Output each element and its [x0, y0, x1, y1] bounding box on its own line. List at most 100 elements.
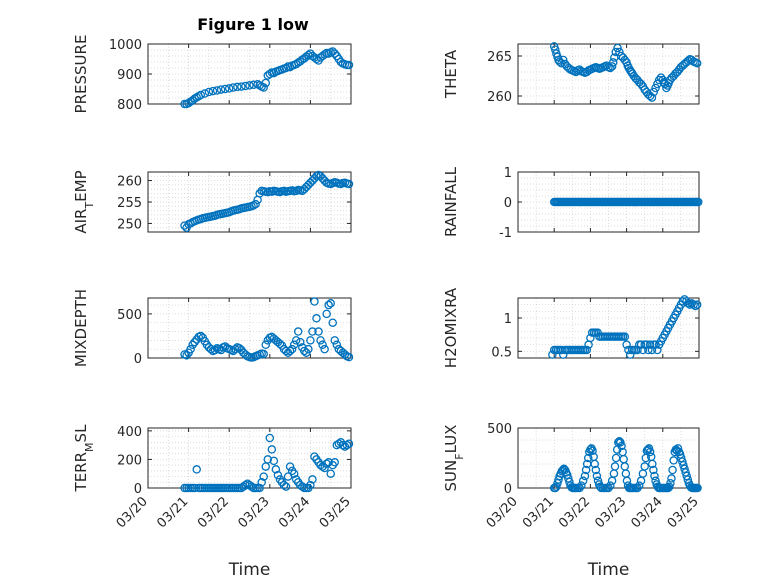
data-point — [261, 78, 270, 88]
data-point — [694, 197, 703, 207]
data-point — [342, 440, 352, 450]
data-point — [551, 483, 560, 493]
data-point — [316, 336, 325, 345]
data-point — [645, 447, 655, 457]
y-axis-label: MIXDEPTH — [72, 289, 90, 367]
data-point — [648, 459, 657, 469]
subplot-4: -1 0 1 RAINFALL — [442, 166, 703, 241]
data-point — [691, 301, 700, 311]
data-point — [190, 337, 199, 347]
data-point — [615, 436, 624, 446]
y-label-part: SL — [72, 424, 90, 443]
data-point — [610, 462, 620, 471]
y-label-subscript: F — [453, 453, 466, 459]
data-point — [692, 300, 702, 309]
data-point — [620, 332, 630, 341]
x-tick-label: 03/24 — [629, 494, 666, 531]
x-tick-label: 03/25 — [317, 494, 354, 531]
data-point — [616, 438, 625, 447]
y-label-part: EMP — [72, 170, 90, 201]
y-axis-label: SUNFLUX — [442, 425, 466, 492]
y-tick-label: 400 — [117, 425, 142, 440]
y-tick-label: 0 — [134, 482, 142, 497]
data-point — [344, 60, 354, 70]
data-point — [644, 345, 653, 355]
data-point — [304, 344, 313, 354]
x-tick-label: 03/23 — [236, 494, 273, 531]
data-point — [220, 84, 230, 94]
x-tick-label: 03/21 — [520, 494, 557, 531]
y-tick-label: 265 — [487, 50, 512, 65]
data-point — [190, 483, 199, 493]
data-point — [693, 483, 702, 493]
data-point — [206, 344, 216, 354]
data-point — [306, 336, 315, 345]
subplot-1: 800 900 1000 PRESSURE — [72, 35, 354, 114]
data-point — [298, 482, 307, 491]
y-label-part: TERR — [72, 452, 90, 493]
data-point — [255, 483, 264, 493]
data-point — [314, 327, 323, 336]
data-point — [591, 465, 601, 475]
data-point — [678, 297, 687, 306]
x-axis-label: Time — [587, 560, 630, 580]
y-axis-label: TERRMSL — [72, 424, 96, 493]
data-point — [650, 471, 659, 481]
data-point — [328, 318, 337, 327]
subplot-6: 0.5 1 H2OMIXRA — [442, 287, 702, 368]
data-point — [188, 340, 197, 350]
data-point — [636, 340, 646, 349]
data-point — [608, 58, 618, 67]
data-point — [312, 314, 321, 323]
figure-title: Figure 1 low — [197, 15, 309, 34]
data-point — [649, 465, 658, 475]
data-point — [263, 455, 273, 464]
data-point — [692, 58, 702, 68]
data-point — [647, 93, 657, 102]
x-tick-label: 03/20 — [484, 494, 521, 531]
data-point — [295, 337, 305, 347]
y-axis-label: PRESSURE — [72, 35, 90, 114]
data-point — [622, 340, 631, 349]
data-point — [580, 471, 590, 481]
y-tick-label: 1 — [504, 166, 512, 181]
data-point — [255, 189, 264, 198]
x-tick-label: 03/23 — [592, 494, 629, 531]
data-point — [604, 483, 613, 493]
data-point — [332, 340, 342, 350]
data-point — [308, 475, 317, 484]
y-tick-label: 0 — [504, 196, 512, 211]
data-point — [592, 471, 602, 481]
x-tick-label: 03/25 — [665, 494, 702, 531]
subplot-7: 0 200 400 03/20 03/21 03/22 03/23 03/24 03/25 Tim… — [72, 424, 354, 580]
data-point — [306, 480, 315, 490]
data-point — [581, 465, 591, 475]
subplot-3: 250 255 260 AIRTEMP — [72, 170, 354, 234]
x-tick-label: 03/24 — [276, 494, 313, 531]
y-tick-label: 500 — [117, 308, 142, 323]
data-point — [617, 441, 626, 451]
data-point — [229, 83, 238, 92]
x-tick-label: 03/22 — [195, 494, 232, 531]
data-point — [324, 300, 333, 310]
data-point — [344, 352, 354, 362]
y-tick-label: 200 — [117, 453, 142, 468]
y-axis-label: RAINFALL — [442, 166, 460, 237]
data-point — [330, 336, 340, 345]
data-point — [607, 62, 617, 71]
data-point — [273, 470, 283, 480]
axes-box — [517, 43, 700, 105]
data-point — [192, 465, 201, 474]
data-point — [613, 43, 622, 53]
data-point — [643, 445, 653, 454]
y-tick-label: 1 — [504, 312, 512, 327]
axes-box — [517, 297, 700, 359]
y-tick-label: 0 — [504, 482, 512, 497]
data-point — [654, 75, 664, 85]
data-point — [212, 86, 222, 95]
data-point — [241, 81, 250, 91]
y-tick-label: 800 — [117, 98, 142, 113]
data-point — [322, 459, 331, 468]
data-point — [249, 201, 258, 210]
